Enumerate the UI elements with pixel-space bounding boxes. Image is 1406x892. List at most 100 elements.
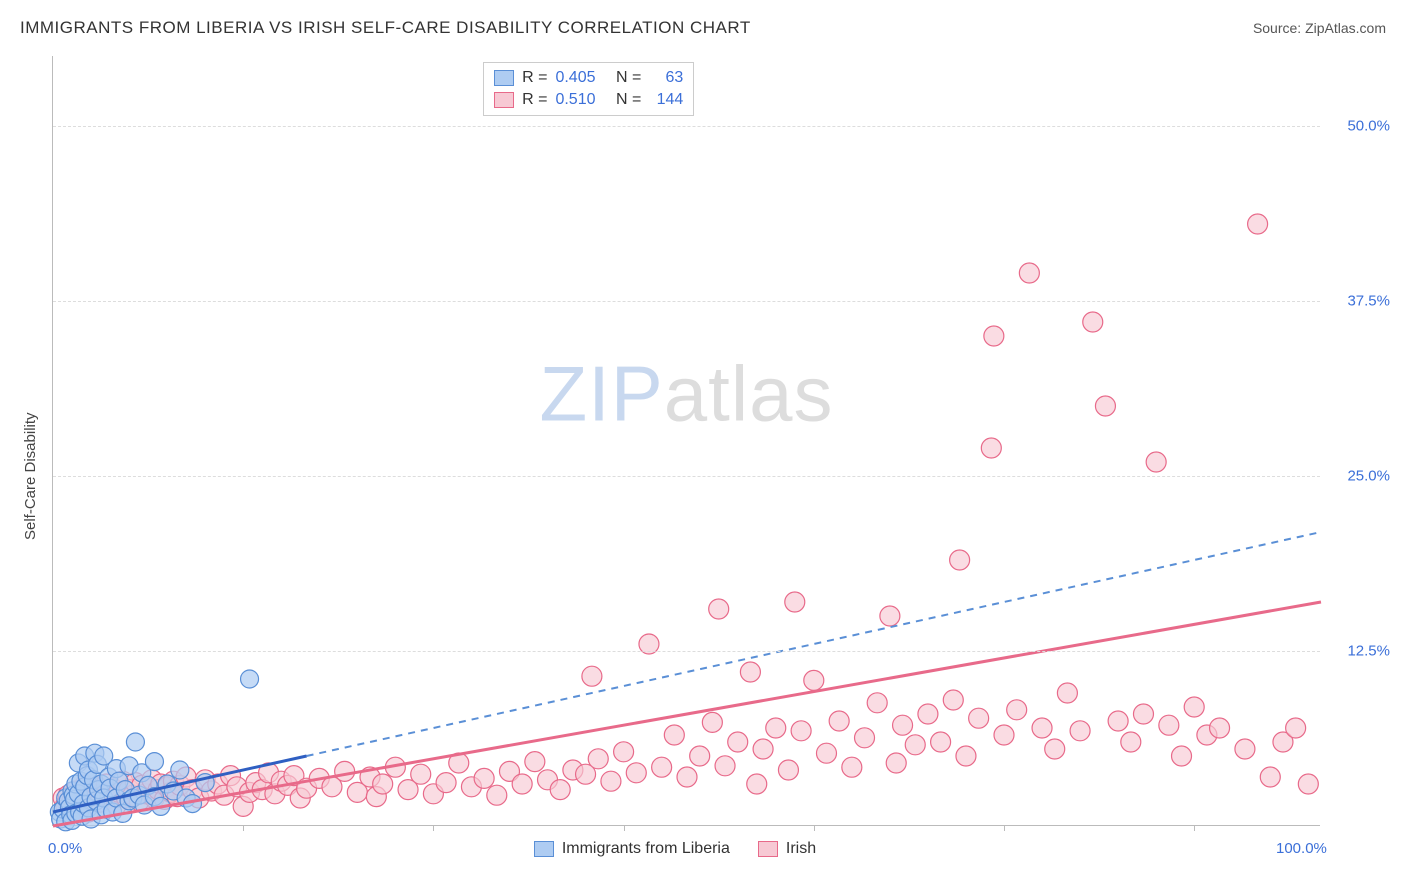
data-point [1159,715,1179,735]
data-point [487,785,507,805]
data-point [785,592,805,612]
legend-stats-row-irish: R = 0.510 N = 144 [494,89,683,111]
data-point [126,733,144,751]
data-point [241,670,259,688]
x-tick [624,825,625,831]
data-point [715,756,735,776]
data-point [1235,739,1255,759]
data-point [1184,697,1204,717]
data-point [373,774,393,794]
r-value-liberia: 0.405 [555,67,595,89]
trend-line [53,602,1321,826]
data-point [753,739,773,759]
x-tick [243,825,244,831]
data-point [984,326,1004,346]
data-point [867,693,887,713]
gridline [53,301,1320,302]
data-point [474,768,494,788]
legend-label-liberia: Immigrants from Liberia [562,840,730,858]
legend-stats: R = 0.405 N = 63 R = 0.510 N = 144 [483,62,694,116]
y-tick-label: 12.5% [1330,643,1390,660]
data-point [893,715,913,735]
data-point [588,749,608,769]
scatter-plot: ZIPatlas 12.5%25.0%37.5%50.0% [52,56,1320,826]
x-tick [1194,825,1195,831]
n-value-irish: 144 [649,89,683,111]
legend-label-irish: Irish [786,840,816,858]
legend-series: Immigrants from Liberia Irish [534,840,816,858]
data-point [1248,214,1268,234]
legend-item-liberia: Immigrants from Liberia [534,840,730,858]
data-point [842,757,862,777]
source-attribution: Source: ZipAtlas.com [1253,20,1386,36]
y-tick-label: 50.0% [1330,118,1390,135]
data-point [1298,774,1318,794]
x-tick [433,825,434,831]
data-point [335,761,355,781]
n-label: N = [616,67,641,89]
data-point [994,725,1014,745]
data-point [1007,700,1027,720]
gridline [53,651,1320,652]
data-point [829,711,849,731]
data-point [550,780,570,800]
data-point [1032,718,1052,738]
r-value-irish: 0.510 [555,89,595,111]
data-point [411,764,431,784]
swatch-liberia-bottom [534,841,554,857]
data-point [791,721,811,741]
data-point [1095,396,1115,416]
data-point [1057,683,1077,703]
legend-stats-row-liberia: R = 0.405 N = 63 [494,67,683,89]
data-point [956,746,976,766]
legend-item-irish: Irish [758,840,816,858]
data-point [766,718,786,738]
data-point [905,735,925,755]
x-axis-origin-label: 0.0% [48,840,82,857]
data-point [582,666,602,686]
n-value-liberia: 63 [649,67,683,89]
data-point [1121,732,1141,752]
swatch-irish [494,92,514,108]
gridline [53,126,1320,127]
gridline [53,476,1320,477]
data-point [1045,739,1065,759]
data-point [880,606,900,626]
data-point [436,773,456,793]
data-point [171,761,189,779]
data-point [728,732,748,752]
swatch-irish-bottom [758,841,778,857]
data-point [747,774,767,794]
data-point [1210,718,1230,738]
data-point [1108,711,1128,731]
chart-title: IMMIGRANTS FROM LIBERIA VS IRISH SELF-CA… [20,18,751,38]
data-point [1260,767,1280,787]
data-point [981,438,1001,458]
x-tick [1004,825,1005,831]
r-label-2: R = [522,89,547,111]
swatch-liberia [494,70,514,86]
y-tick-label: 25.0% [1330,468,1390,485]
data-point [652,757,672,777]
data-point [1286,718,1306,738]
data-point [525,752,545,772]
r-label: R = [522,67,547,89]
n-label-2: N = [616,89,641,111]
data-point [1146,452,1166,472]
data-point [1172,746,1192,766]
data-point [601,771,621,791]
plot-svg [53,56,1320,825]
x-tick [814,825,815,831]
data-point [950,550,970,570]
data-point [931,732,951,752]
data-point [145,753,163,771]
data-point [969,708,989,728]
y-tick-label: 37.5% [1330,293,1390,310]
data-point [1070,721,1090,741]
data-point [1133,704,1153,724]
data-point [855,728,875,748]
title-bar: IMMIGRANTS FROM LIBERIA VS IRISH SELF-CA… [20,18,1386,38]
data-point [740,662,760,682]
data-point [778,760,798,780]
data-point [943,690,963,710]
